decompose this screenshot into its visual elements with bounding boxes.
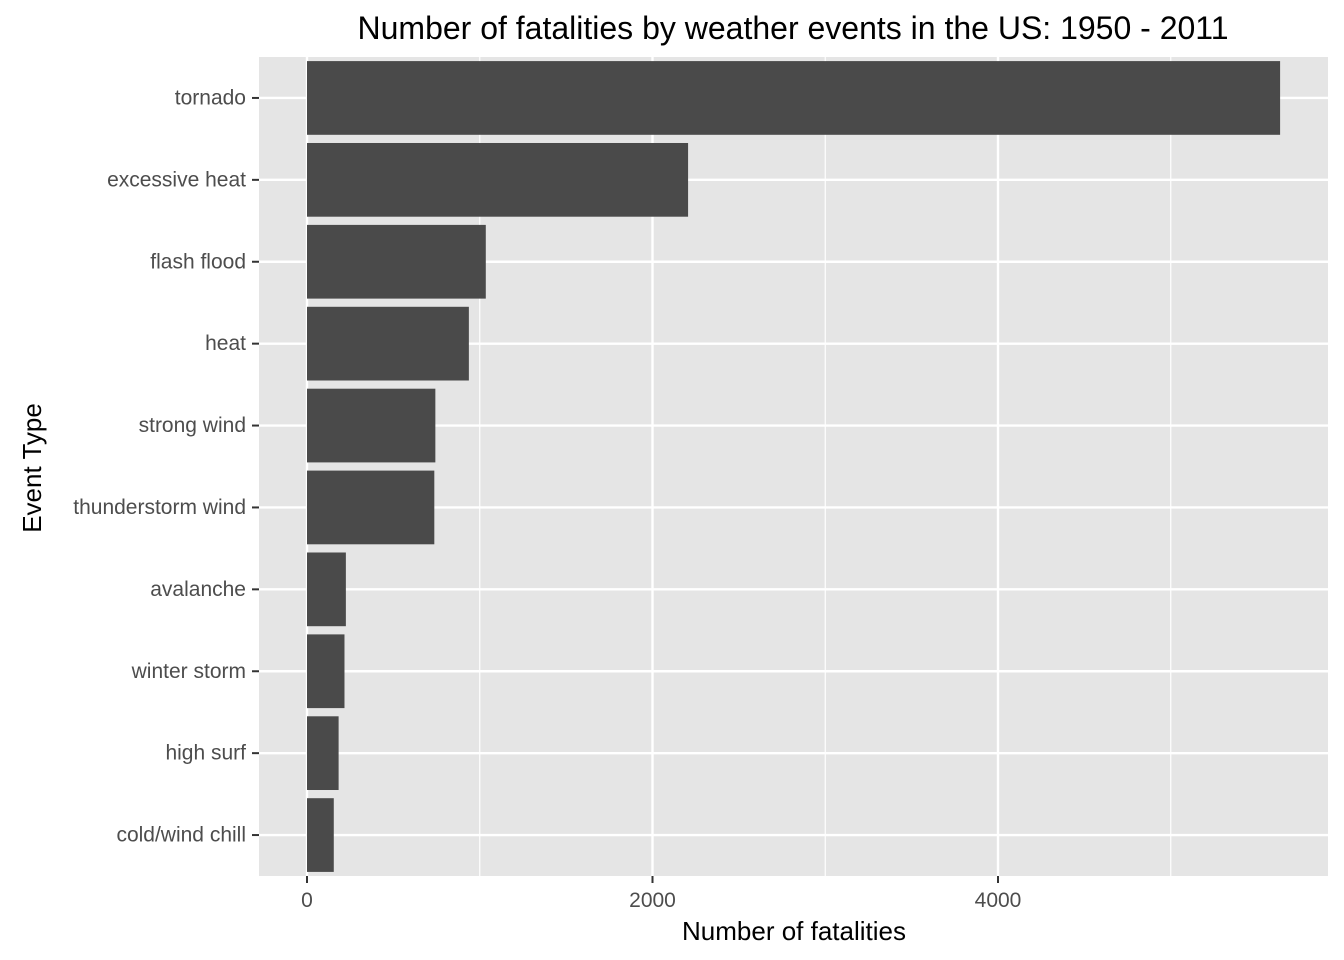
- y-tick-label: high surf: [165, 742, 246, 765]
- bar-winter-storm: [307, 634, 345, 709]
- bar-tornado: [307, 61, 1281, 135]
- bar-heat: [307, 306, 469, 381]
- bar-cold-wind-chill: [307, 798, 334, 872]
- bar-flash-flood: [307, 224, 486, 299]
- x-tick-label: 2000: [629, 889, 676, 912]
- y-tick-label: avalanche: [150, 578, 246, 601]
- axes: tornado excessive heat flash flood heat stro…: [73, 86, 1021, 912]
- x-tick-label: 0: [301, 889, 313, 912]
- bar-excessive-heat: [307, 142, 689, 217]
- y-tick-label: winter storm: [131, 660, 246, 683]
- y-tick-label: cold/wind chill: [116, 824, 246, 847]
- y-tick-label: strong wind: [139, 414, 246, 437]
- y-tick-label: thunderstorm wind: [73, 496, 246, 519]
- bar-thunderstorm-wind: [307, 470, 435, 545]
- bar-high-surf: [307, 716, 339, 791]
- x-axis-title: Number of fatalities: [682, 916, 906, 946]
- bar-strong-wind: [307, 388, 436, 463]
- y-tick-label: excessive heat: [107, 168, 246, 191]
- y-axis-title: Event Type: [17, 403, 47, 533]
- bars: [307, 61, 1281, 872]
- y-tick-label: heat: [205, 332, 246, 355]
- y-tick-label: tornado: [175, 86, 246, 109]
- chart-title: Number of fatalities by weather events i…: [358, 10, 1229, 46]
- x-tick-label: 4000: [975, 889, 1022, 912]
- bar-avalanche: [307, 552, 346, 627]
- y-tick-label: flash flood: [150, 250, 246, 273]
